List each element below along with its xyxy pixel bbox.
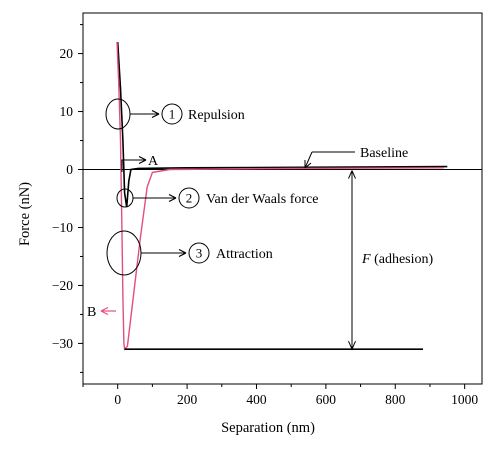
series-line-2 xyxy=(116,41,444,351)
vdw-arrowhead xyxy=(168,193,177,203)
y-tick-label: 0 xyxy=(66,162,73,177)
label-b: B xyxy=(87,305,96,320)
label-adhesion-f: F xyxy=(361,252,374,267)
x-tick-label: 1000 xyxy=(451,392,478,407)
baseline-pointer-diag xyxy=(304,151,313,169)
x-axis-label: Separation (nm) xyxy=(221,420,315,436)
x-tick-label: 600 xyxy=(316,392,337,407)
x-tick-label: 0 xyxy=(114,392,121,407)
x-tick-label: 400 xyxy=(246,392,267,407)
label-number-1-text: 1 xyxy=(169,107,176,122)
label-van-der-waals: Van der Waals force xyxy=(206,192,319,207)
repulsion-arrowhead xyxy=(151,109,160,119)
series-line-1 xyxy=(116,41,448,208)
marker-b-arrowhead xyxy=(100,306,109,316)
label-number-2 xyxy=(178,187,200,209)
series-group xyxy=(116,41,448,351)
y-tick-label: −10 xyxy=(52,220,73,235)
annotations: 1 Repulsion 2 Van der Waals force 3 Attractio… xyxy=(87,98,433,350)
baseline-pointer-head xyxy=(304,160,312,169)
label-number-3 xyxy=(188,242,210,264)
y-tick-label: −30 xyxy=(52,336,73,351)
adhesion-arrowhead-top xyxy=(348,170,356,179)
y-tick-label: 20 xyxy=(60,46,74,61)
attraction-arrowhead xyxy=(178,248,187,258)
label-adhesion-text: (adhesion) xyxy=(374,252,433,267)
axis-ticks: 0 200 400 600 800 1000 20 10 0 −10 −20 −30 xyxy=(52,24,478,407)
repulsion-ellipse xyxy=(105,98,131,130)
x-tick-label: 800 xyxy=(385,392,406,407)
label-a: A xyxy=(148,154,159,169)
label-number-2-text: 2 xyxy=(186,191,193,206)
label-baseline: Baseline xyxy=(360,146,408,161)
y-tick-label: −20 xyxy=(52,278,73,293)
adhesion-arrowhead-bottom xyxy=(348,341,356,350)
y-axis-label: Force (nN) xyxy=(17,182,33,246)
label-attraction: Attraction xyxy=(216,247,273,262)
label-number-3-text: 3 xyxy=(196,246,203,261)
attraction-ellipse xyxy=(106,230,142,276)
label-adhesion: F (adhesion) xyxy=(361,252,433,267)
y-tick-label: 10 xyxy=(60,104,74,119)
label-number-1 xyxy=(161,103,183,125)
marker-a-arrow xyxy=(121,159,146,172)
x-tick-label: 200 xyxy=(177,392,198,407)
label-repulsion: Repulsion xyxy=(188,108,245,123)
marker-a-arrowhead xyxy=(138,155,147,165)
